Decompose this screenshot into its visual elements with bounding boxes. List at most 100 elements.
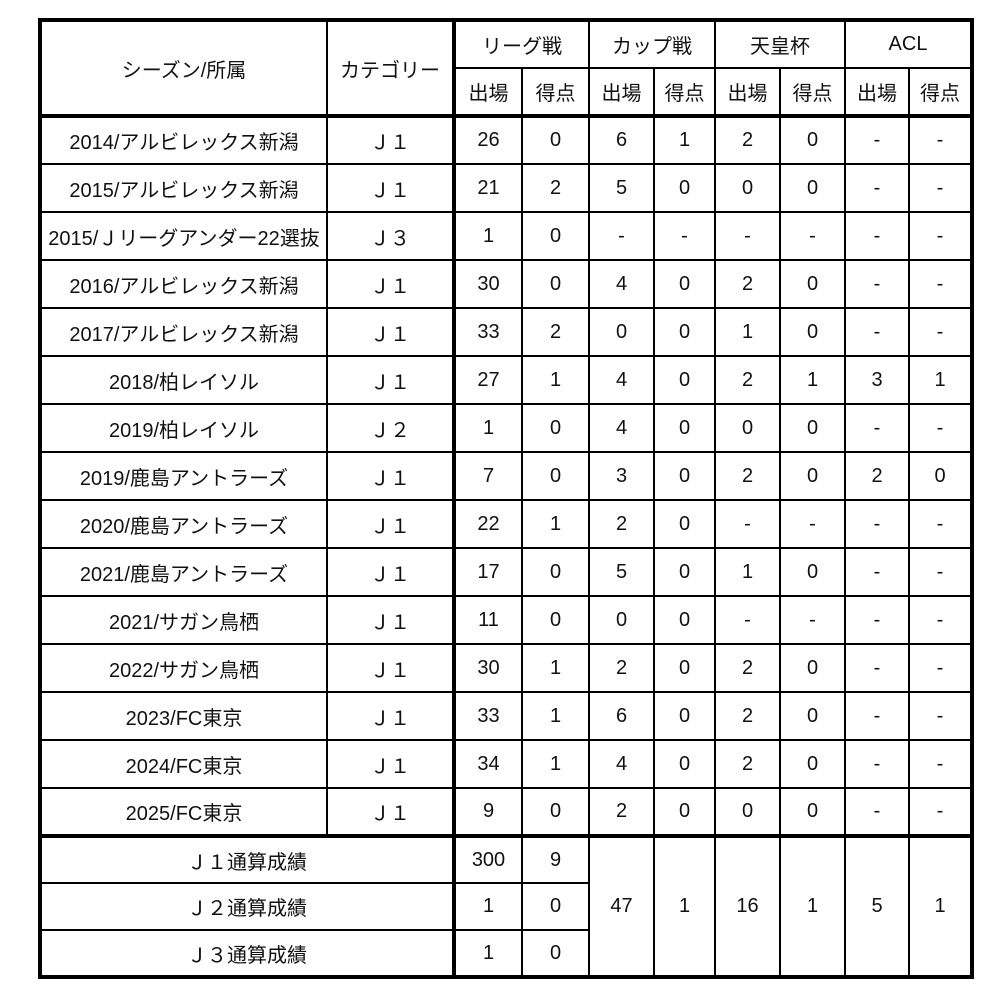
cell-category: Ｊ１ xyxy=(326,643,455,693)
cell-category: Ｊ１ xyxy=(326,787,455,837)
cell-stat: 0 xyxy=(653,643,716,693)
cell-stat: - xyxy=(908,403,973,453)
cell-stat: 0 xyxy=(779,114,846,165)
cell-stat: 0 xyxy=(521,451,590,501)
cell-stat: - xyxy=(908,211,973,261)
cell-stat: 3 xyxy=(844,355,910,405)
cell-stat: 0 xyxy=(653,355,716,405)
cell-total-label: Ｊ１通算成績 xyxy=(39,834,455,884)
cell-stat: 4 xyxy=(588,259,655,309)
cell-stat: 17 xyxy=(452,547,523,597)
cell-stat: 2 xyxy=(588,499,655,549)
cell-stat: 0 xyxy=(653,499,716,549)
cell-stat: - xyxy=(908,643,973,693)
cell-stat: 0 xyxy=(521,114,590,165)
cell-stat: - xyxy=(908,259,973,309)
cell-stat: - xyxy=(779,499,846,549)
cell-stat: - xyxy=(844,259,910,309)
table-row: 2020/鹿島アントラーズ Ｊ１ 22 1 2 0- - - - xyxy=(39,499,973,549)
cell-season-club: 2015/Ｊリーグアンダー22選抜 xyxy=(39,211,328,261)
cell-stat: 0 xyxy=(779,307,846,357)
cell-stat: 30 xyxy=(452,259,523,309)
cell-category: Ｊ１ xyxy=(326,547,455,597)
cell-stat: - xyxy=(844,114,910,165)
cell-stat: 5 xyxy=(588,547,655,597)
cell-stat: 0 xyxy=(521,259,590,309)
cell-season-club: 2023/FC東京 xyxy=(39,691,328,741)
cell-stat: - xyxy=(714,211,781,261)
cell-season-club: 2024/FC東京 xyxy=(39,739,328,789)
table-row: 2018/柏レイソル Ｊ１ 27 1 4 0 2 1 3 1 xyxy=(39,355,973,405)
cell-stat: 0 xyxy=(779,259,846,309)
table-row: 2015/Ｊリーグアンダー22選抜 Ｊ３ 1 0- - - - - - xyxy=(39,211,973,261)
cell-stat: 0 xyxy=(521,595,590,645)
cell-stat: 1 xyxy=(521,643,590,693)
cell-category: Ｊ１ xyxy=(326,163,455,213)
header-sub-row: 出場 得点 出場 得点 出場 得点 出場 得点 xyxy=(40,67,973,117)
cell-total-acl-appearances: 5 xyxy=(844,834,910,978)
cell-category: Ｊ１ xyxy=(326,739,455,789)
cell-season-club: 2019/鹿島アントラーズ xyxy=(39,451,328,501)
header-cup-goals: 得点 xyxy=(653,67,716,117)
cell-stat: 0 xyxy=(714,403,781,453)
cell-stat: 0 xyxy=(653,547,716,597)
cell-stat: - xyxy=(844,403,910,453)
cell-season-club: 2017/アルビレックス新潟 xyxy=(39,307,328,357)
cell-stat: - xyxy=(844,787,910,837)
cell-stat: 0 xyxy=(779,451,846,501)
cell-season-club: 2022/サガン鳥栖 xyxy=(39,643,328,693)
table-header: シーズン/所属 カテゴリー リーグ戦 カップ戦 天皇杯 ACL 出場 得点 出場 得点 出場得… xyxy=(39,19,973,117)
cell-stat: 0 xyxy=(521,547,590,597)
cell-stat: 0 xyxy=(779,691,846,741)
cell-total-league-appearances: 1 xyxy=(452,929,523,978)
cell-stat: - xyxy=(779,595,846,645)
cell-total-cup-goals: 1 xyxy=(653,834,716,978)
cell-stat: 22 xyxy=(452,499,523,549)
cell-stat: 1 xyxy=(452,211,523,261)
cell-stat: 2 xyxy=(714,114,781,165)
cell-stat: 2 xyxy=(588,787,655,837)
cell-stat: 0 xyxy=(521,787,590,837)
cell-stat: 0 xyxy=(653,595,716,645)
table-row: 2016/アルビレックス新潟 Ｊ１ 30 0 4 0 2 0- - xyxy=(39,259,973,309)
cell-stat: 21 xyxy=(452,163,523,213)
cell-stat: 0 xyxy=(521,403,590,453)
cell-season-club: 2021/サガン鳥栖 xyxy=(39,595,328,645)
cell-stat: 11 xyxy=(452,595,523,645)
cell-stat: 1 xyxy=(521,499,590,549)
header-group-emperors-cup: 天皇杯 xyxy=(714,19,846,69)
cell-stat: 0 xyxy=(714,787,781,837)
cell-stat: 0 xyxy=(588,595,655,645)
cell-stat: 1 xyxy=(714,307,781,357)
cell-total-acl-goals: 1 xyxy=(908,834,973,978)
cell-stat: 0 xyxy=(779,163,846,213)
cell-season-club: 2025/FC東京 xyxy=(39,787,328,837)
cell-stat: 0 xyxy=(653,259,716,309)
cell-category: Ｊ２ xyxy=(326,403,455,453)
cell-category: Ｊ１ xyxy=(326,307,455,357)
cell-stat: 0 xyxy=(653,451,716,501)
cell-category: Ｊ１ xyxy=(326,691,455,741)
cell-stat: - xyxy=(844,163,910,213)
table-row: 2019/鹿島アントラーズ Ｊ１ 7 0 3 0 2 0 2 0 xyxy=(39,451,973,501)
cell-stat: - xyxy=(714,595,781,645)
cell-total-label: Ｊ２通算成績 xyxy=(39,882,455,931)
header-emperors-cup-goals: 得点 xyxy=(779,67,846,117)
cell-stat: 1 xyxy=(521,355,590,405)
cell-stat: 26 xyxy=(452,114,523,165)
cell-stat: 0 xyxy=(653,691,716,741)
cell-stat: 3 xyxy=(588,451,655,501)
cell-stat: 33 xyxy=(452,307,523,357)
cell-stat: 9 xyxy=(452,787,523,837)
cell-category: Ｊ１ xyxy=(326,595,455,645)
cell-category: Ｊ１ xyxy=(326,451,455,501)
cell-stat: 0 xyxy=(714,163,781,213)
totals-row: Ｊ３通算成績 1 0 xyxy=(39,929,972,978)
cell-stat: 1 xyxy=(521,691,590,741)
table-row: 2025/FC東京 Ｊ１ 9 0 2 0 0 0- - xyxy=(39,787,973,837)
cell-stat: 0 xyxy=(588,307,655,357)
cell-stat: 2 xyxy=(714,643,781,693)
cell-season-club: 2018/柏レイソル xyxy=(39,355,328,405)
cell-season-club: 2021/鹿島アントラーズ xyxy=(39,547,328,597)
cell-stat: 27 xyxy=(452,355,523,405)
